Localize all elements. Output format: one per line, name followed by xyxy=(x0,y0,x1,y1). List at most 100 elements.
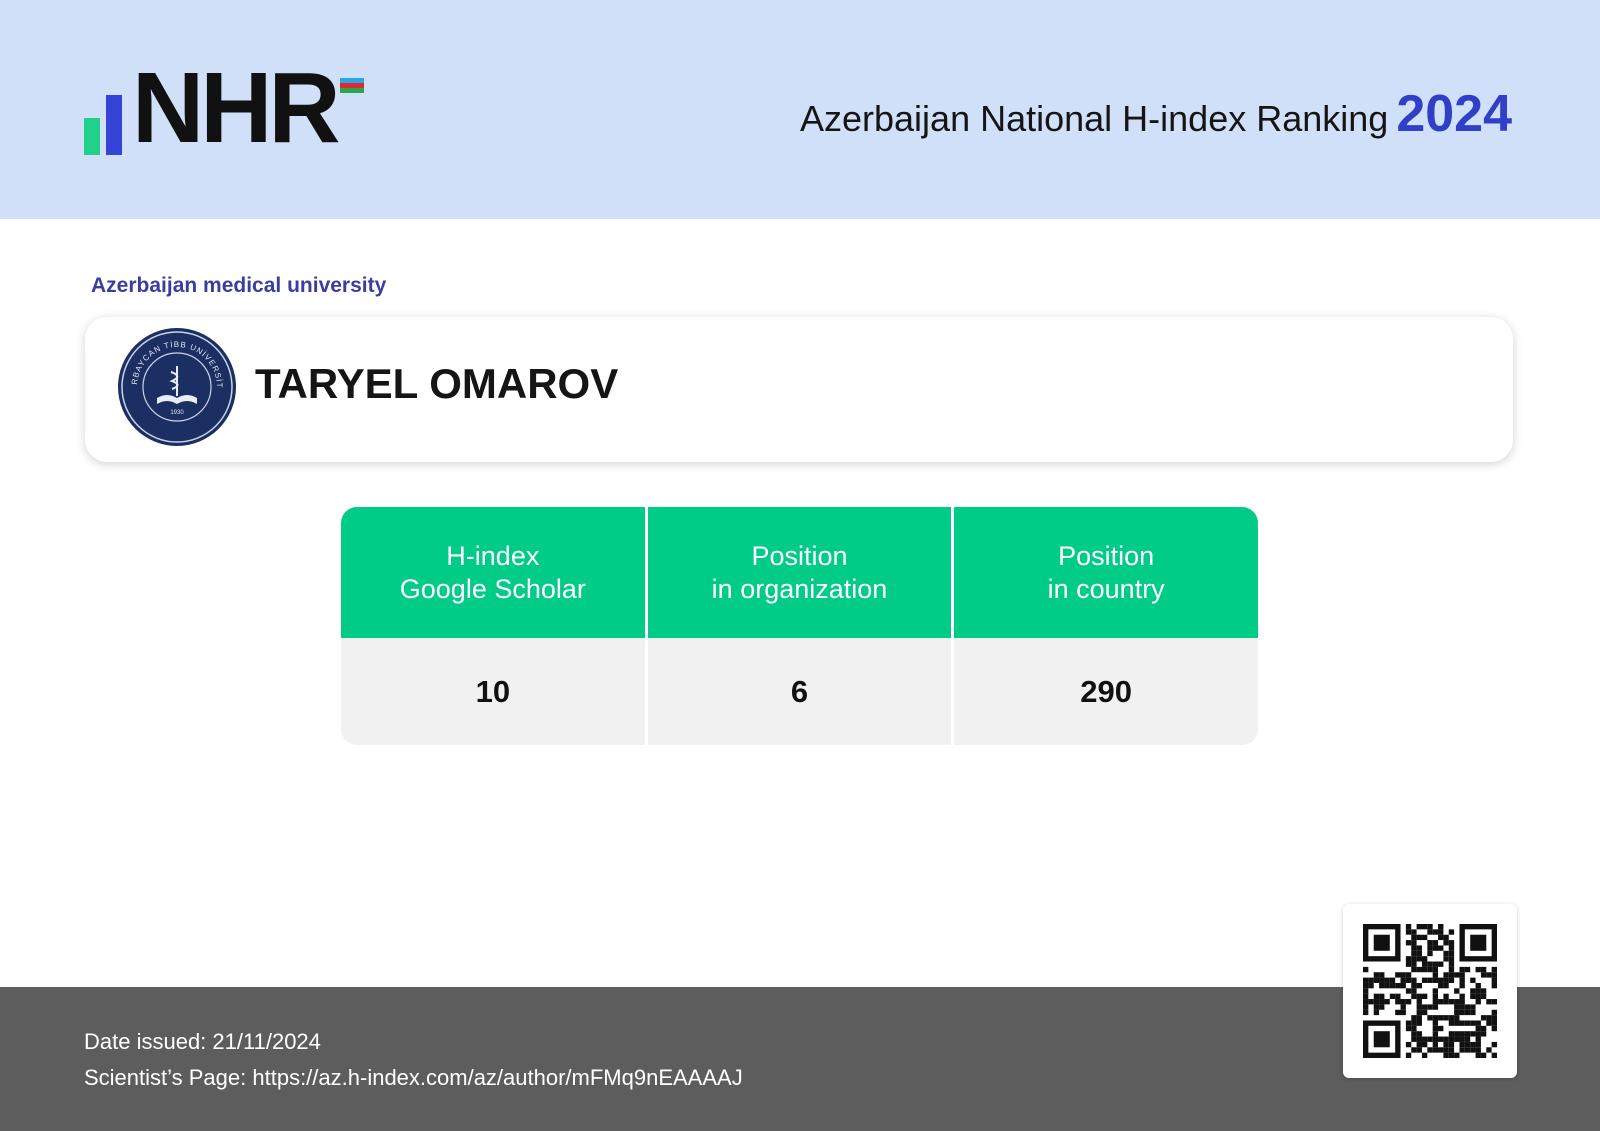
qr-module xyxy=(1384,982,1390,989)
header-line: H-index xyxy=(446,541,540,572)
qr-module xyxy=(1411,966,1417,973)
qr-module xyxy=(1405,961,1412,967)
qr-module xyxy=(1448,950,1455,957)
qr-module xyxy=(1411,1015,1417,1021)
qr-module xyxy=(1448,972,1455,978)
logo-bar xyxy=(84,118,100,155)
qr-module xyxy=(1475,1031,1481,1037)
qr-module xyxy=(1379,982,1385,989)
qr-module xyxy=(1454,1020,1460,1026)
qr-module xyxy=(1475,1041,1481,1048)
qr-module xyxy=(1470,993,1476,1000)
qr-module xyxy=(1491,966,1497,973)
qr-module xyxy=(1480,1025,1487,1032)
qr-module xyxy=(1363,1004,1369,1010)
qr-module xyxy=(1486,1047,1492,1053)
qr-module xyxy=(1448,1036,1455,1042)
qr-module xyxy=(1438,929,1444,935)
qr-module xyxy=(1491,972,1497,978)
qr-module xyxy=(1373,934,1390,951)
qr-module xyxy=(1443,999,1449,1005)
qr-module xyxy=(1480,1052,1487,1058)
qr-module xyxy=(1448,961,1455,967)
qr-module xyxy=(1411,956,1417,962)
qr-module xyxy=(1373,972,1380,978)
qr-module xyxy=(1432,1015,1439,1021)
qr-module xyxy=(1443,1041,1449,1048)
qr-module xyxy=(1459,1004,1465,1010)
qr-module xyxy=(1475,1047,1481,1053)
qr-module xyxy=(1443,1015,1449,1021)
qr-module xyxy=(1475,988,1481,994)
header-line: in country xyxy=(1047,573,1165,604)
qr-module xyxy=(1416,993,1422,1000)
qr-module xyxy=(1454,972,1460,978)
qr-module xyxy=(1443,977,1449,983)
qr-module xyxy=(1427,1036,1433,1042)
qr-module xyxy=(1443,982,1449,989)
qr-module xyxy=(1405,1020,1412,1026)
qr-module xyxy=(1421,924,1428,930)
qr-module xyxy=(1475,1036,1481,1042)
seal-year: 1930 xyxy=(170,410,184,416)
qr-module xyxy=(1438,945,1444,951)
qr-module xyxy=(1491,1020,1497,1026)
qr-module xyxy=(1411,988,1417,994)
seal-snake xyxy=(169,371,179,390)
qr-module xyxy=(1363,977,1369,983)
qr-module xyxy=(1427,945,1433,951)
qr-module xyxy=(1400,1004,1406,1010)
qr-module xyxy=(1438,934,1444,941)
scientist-card xyxy=(85,317,1513,462)
qr-module xyxy=(1405,1052,1412,1058)
qr-module xyxy=(1438,1047,1444,1053)
footer: Date issued: 21/11/2024 Scientist’s Page… xyxy=(0,987,1600,1131)
qr-module xyxy=(1443,950,1449,957)
qr-module xyxy=(1480,966,1487,973)
qr-module xyxy=(1432,929,1439,935)
qr-module xyxy=(1432,1031,1439,1037)
qr-module xyxy=(1480,1015,1487,1021)
header-title: Azerbaijan National H-index Ranking 2024 xyxy=(800,84,1512,144)
qr-module xyxy=(1427,924,1433,930)
qr-module xyxy=(1470,1041,1476,1048)
qr-module xyxy=(1475,999,1481,1005)
qr-module xyxy=(1421,993,1428,1000)
qr-module xyxy=(1416,945,1422,951)
seal-ring xyxy=(121,331,233,443)
qr-module xyxy=(1432,972,1439,978)
qr-module xyxy=(1491,1041,1497,1048)
university-seal: AZƏRBAYCAN TİBB UNİVERSİTETİ 1930 xyxy=(116,326,236,446)
qr-module xyxy=(1459,1041,1465,1048)
qr-module xyxy=(1486,999,1492,1005)
qr-module xyxy=(1432,988,1439,994)
qr-module xyxy=(1395,993,1401,1000)
qr-module xyxy=(1443,940,1449,946)
qr-module xyxy=(1389,993,1396,1000)
qr-module xyxy=(1438,1025,1444,1032)
qr-card xyxy=(1343,904,1517,1078)
qr-module xyxy=(1438,924,1444,930)
qr-module xyxy=(1421,1009,1428,1016)
qr-module xyxy=(1416,924,1422,930)
qr-module xyxy=(1438,961,1444,967)
url[interactable]: https://az.h-index.com/az/author/mFMq9nE… xyxy=(252,1065,743,1090)
qr-module xyxy=(1464,1004,1471,1010)
qr-module xyxy=(1480,1031,1487,1037)
qr-module xyxy=(1448,945,1455,951)
qr-module xyxy=(1448,956,1455,962)
qr-module xyxy=(1432,1004,1439,1010)
qr-module xyxy=(1427,977,1433,983)
qr-module xyxy=(1432,1036,1439,1042)
qr-module xyxy=(1491,1009,1497,1016)
qr-module xyxy=(1443,934,1449,941)
qr-module xyxy=(1491,982,1497,989)
qr-module xyxy=(1443,972,1449,978)
page-line: Scientist’s Page: https://az.h-index.com… xyxy=(84,1065,743,1091)
qr-module xyxy=(1448,1020,1455,1026)
qr-module xyxy=(1384,977,1390,983)
qr-module xyxy=(1421,977,1428,983)
qr-module xyxy=(1427,929,1433,935)
qr-module xyxy=(1384,999,1390,1005)
qr-module xyxy=(1459,1047,1465,1053)
